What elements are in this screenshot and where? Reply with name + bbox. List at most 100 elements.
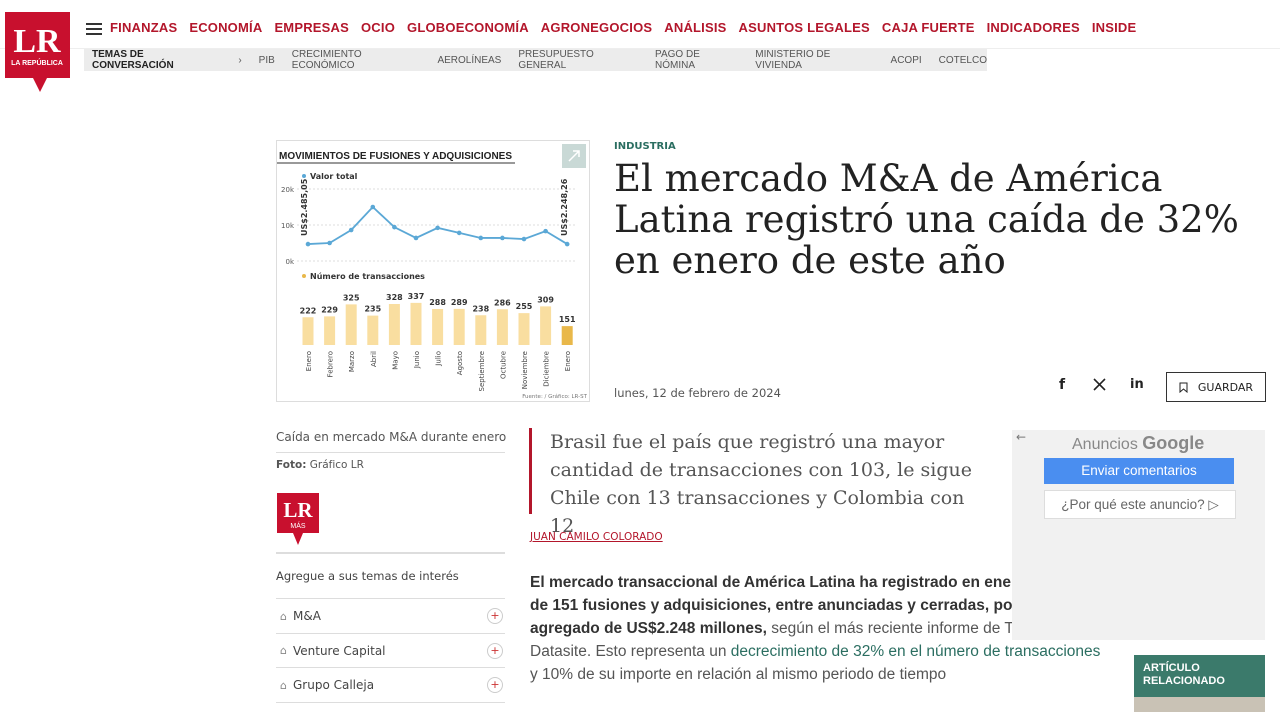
- top-bar: [0, 0, 1280, 49]
- legend-dot: [302, 174, 306, 178]
- topic[interactable]: COTELCO: [938, 54, 987, 66]
- nav: FINANZAS ECONOMÍA EMPRESAS OCIO GLOBOECONOMÍ…: [110, 20, 1136, 35]
- divider: [276, 702, 505, 703]
- ad-label: Anuncios Google: [1072, 433, 1204, 454]
- x-tick-label: Noviembre: [521, 351, 529, 389]
- ad-label-text: Anuncios: [1072, 436, 1138, 453]
- line-point: [327, 240, 332, 246]
- quote-bar: [529, 428, 532, 514]
- share-linkedin[interactable]: in: [1130, 377, 1144, 392]
- ad-why-text: ¿Por qué este anuncio?: [1061, 497, 1205, 512]
- photo-credit: Foto: Gráfico LR: [276, 452, 505, 471]
- related-text: ARTÍCULO RELACIONADO: [1143, 662, 1225, 687]
- nav-item[interactable]: GLOBOECONOMÍA: [407, 20, 529, 35]
- bar-label: 288: [429, 298, 446, 307]
- nav-item[interactable]: ASUNTOS LEGALES: [738, 20, 870, 35]
- line-point: [543, 228, 548, 234]
- logo[interactable]: LR LA REPÚBLICA: [5, 12, 71, 94]
- interests-title: Agregue a sus temas de interés: [276, 569, 459, 583]
- tag-icon: ⌂: [280, 678, 287, 692]
- x-tick-label: Abril: [370, 351, 378, 367]
- y-tick-label: 10k: [281, 222, 295, 230]
- date: lunes, 12 de febrero de 2024: [614, 386, 781, 400]
- article-body: El mercado transaccional de América Lati…: [530, 571, 1105, 686]
- bar-label: 222: [300, 306, 317, 315]
- share-x[interactable]: [1093, 378, 1106, 391]
- nav-item[interactable]: ANÁLISIS: [664, 20, 727, 35]
- legend: Valor total: [310, 172, 358, 181]
- topic[interactable]: PAGO DE NÓMINA: [655, 49, 700, 71]
- bar: [388, 304, 400, 345]
- ad-feedback[interactable]: Enviar comentarios: [1044, 458, 1234, 484]
- lr-mas-sub: MÁS: [290, 521, 306, 530]
- quote: Brasil fue el país que registró una mayo…: [550, 431, 973, 537]
- interest-row[interactable]: ⌂ Venture Capital +: [276, 632, 505, 668]
- interest-row[interactable]: ⌂ Grupo Calleja +: [276, 667, 505, 702]
- ad-back[interactable]: ←: [1016, 430, 1027, 444]
- lr-mas-logo[interactable]: LR MÁS: [277, 493, 319, 547]
- nav-item[interactable]: FINANZAS: [110, 20, 178, 35]
- nav-item[interactable]: INSIDE: [1091, 20, 1137, 35]
- nav-item[interactable]: OCIO: [361, 20, 396, 35]
- bar: [367, 315, 379, 345]
- nav-item[interactable]: INDICADORES: [986, 20, 1080, 35]
- author[interactable]: JUAN CAMILO COLORADO: [530, 531, 663, 543]
- related[interactable]: ARTÍCULO RELACIONADO: [1134, 655, 1265, 712]
- line-point: [305, 241, 311, 247]
- source: Fuente: / Gráfico: LR-ST: [522, 393, 587, 400]
- bar-label: 229: [321, 305, 338, 314]
- line-point: [478, 235, 484, 241]
- topic[interactable]: MINISTERIO DE VIVIENDA: [755, 49, 831, 71]
- legend-dot: [302, 274, 306, 278]
- plus-icon: +: [487, 677, 503, 693]
- save-label: GUARDAR: [1197, 380, 1254, 394]
- ad-why[interactable]: ¿Por qué este anuncio? ▷: [1044, 490, 1236, 519]
- topic[interactable]: CRECIMIENTO ECONÓMICO: [291, 49, 362, 71]
- interest-row[interactable]: ⌂ M&A +: [276, 598, 505, 633]
- topic[interactable]: AEROLÍNEAS: [437, 54, 502, 66]
- x-tick-label: Octubre: [499, 351, 507, 379]
- body-text: y 10% de su importe en relación al mismo…: [530, 666, 947, 683]
- nav-item[interactable]: AGRONEGOCIOS: [540, 20, 653, 35]
- bar-label: 286: [494, 298, 511, 307]
- share-facebook[interactable]: f: [1059, 377, 1066, 393]
- x-tick-label: Julio: [435, 351, 443, 367]
- topic[interactable]: ACOPI: [890, 54, 922, 66]
- bar: [561, 326, 573, 345]
- menu-icon[interactable]: [86, 22, 102, 36]
- line-point: [564, 241, 570, 247]
- line-point: [456, 230, 462, 236]
- ad: ← Anuncios Google Enviar comentarios ¿Po…: [1012, 430, 1265, 640]
- x-tick-label: Marzo: [348, 351, 356, 372]
- nav-item[interactable]: EMPRESAS: [274, 20, 349, 35]
- photo-label: Foto:: [276, 459, 307, 471]
- line-point: [500, 235, 505, 241]
- line-point: [370, 204, 376, 210]
- bar-label: 235: [364, 305, 381, 314]
- bar-label: 151: [559, 315, 576, 324]
- topic[interactable]: PRESUPUESTO GENERAL: [518, 49, 594, 71]
- topics-bar: TEMAS DE CONVERSACIÓN › PIB CRECIMIENTO ECO…: [84, 49, 987, 71]
- topics-label: TEMAS DE CONVERSACIÓN: [92, 49, 174, 71]
- legend: Número de transacciones: [310, 272, 425, 281]
- bar-label: 255: [516, 302, 533, 311]
- nav-item[interactable]: ECONOMÍA: [189, 20, 263, 35]
- bar-label: 238: [472, 304, 489, 313]
- topic[interactable]: PIB: [258, 54, 275, 66]
- bar-label: 309: [537, 295, 554, 304]
- x-tick-label: Agosto: [456, 351, 464, 375]
- line-point: [435, 225, 440, 231]
- bar: [410, 302, 422, 345]
- bar: [475, 315, 487, 345]
- chart-image[interactable]: MOVIMIENTOS DE FUSIONES Y ADQUISICIONES V…: [276, 140, 590, 402]
- annotation: US$2.248,26: [560, 178, 569, 236]
- section[interactable]: INDUSTRIA: [614, 141, 676, 152]
- body-link[interactable]: decrecimiento de 32% en el número de tra…: [730, 643, 1101, 660]
- save-button[interactable]: GUARDAR: [1166, 372, 1266, 402]
- related-image: [1134, 697, 1265, 712]
- nav-item[interactable]: CAJA FUERTE: [881, 20, 975, 35]
- x-tick-label: Septiembre: [478, 351, 486, 391]
- plus-icon: +: [487, 642, 503, 659]
- bar-label: 289: [451, 298, 468, 307]
